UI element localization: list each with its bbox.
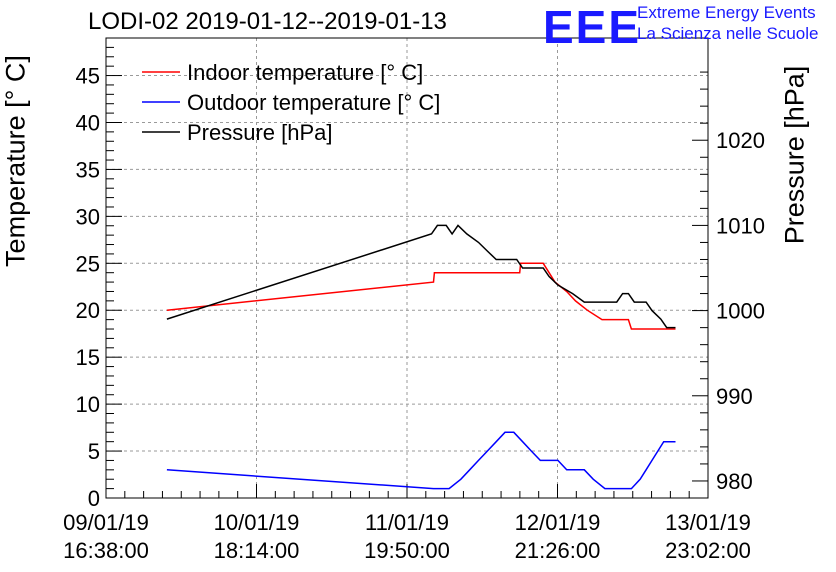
axes: 0 5 10 15 20 25 30 35 40 45 980 990 1000 1010 1020 09/0… (63, 37, 765, 563)
series-lines (166, 224, 676, 490)
y-tick-label: 0 (88, 486, 100, 511)
y-tick-label: 35 (76, 157, 100, 182)
x-tick-date: 10/01/19 (214, 510, 300, 535)
y2-tick-label: 980 (716, 469, 753, 494)
legend: Indoor temperature [° C] Outdoor temperat… (142, 60, 440, 145)
x-tick-date: 13/01/19 (665, 510, 751, 535)
y-tick-label: 40 (76, 110, 100, 135)
y-tick-label: 20 (76, 298, 100, 323)
x-tick-time: 18:14:00 (214, 538, 300, 563)
y-tick-label: 5 (88, 439, 100, 464)
y-tick-label: 25 (76, 251, 100, 276)
x-tick-time: 16:38:00 (63, 538, 149, 563)
y-tick-label: 45 (76, 64, 100, 89)
series-line-1 (166, 431, 676, 490)
legend-label-1: Outdoor temperature [° C] (187, 90, 440, 115)
series-line-2 (166, 224, 676, 329)
y-axis-label-right: Pressure [hPa] (779, 65, 810, 245)
x-tick-date: 12/01/19 (515, 510, 601, 535)
y2-tick-label: 1020 (716, 128, 765, 153)
series-line-0 (166, 262, 676, 330)
x-tick-date: 09/01/19 (63, 510, 149, 535)
chart-title: LODI-02 2019-01-12--2019-01-13 (88, 8, 447, 35)
grid (106, 38, 708, 498)
eee-logo-mark: EEE (543, 1, 642, 53)
y-tick-label: 10 (76, 392, 100, 417)
x-tick-time: 21:26:00 (515, 538, 601, 563)
x-tick-date: 11/01/19 (365, 510, 449, 535)
x-tick-time: 19:50:00 (364, 538, 450, 563)
x-tick-time: 23:02:00 (665, 538, 751, 563)
eee-logo-line2: La Scienza nelle Scuole (637, 24, 819, 43)
y2-tick-label: 990 (716, 384, 753, 409)
legend-label-0: Indoor temperature [° C] (187, 60, 423, 85)
legend-label-2: Pressure [hPa] (187, 120, 333, 145)
y-tick-label: 30 (76, 204, 100, 229)
y2-tick-label: 1010 (716, 213, 765, 238)
y-axis-label-left: Temperature [° C] (0, 55, 31, 267)
y2-tick-label: 1000 (716, 299, 765, 324)
eee-logo-line1: Extreme Energy Events (637, 3, 816, 22)
y-tick-label: 15 (76, 345, 100, 370)
